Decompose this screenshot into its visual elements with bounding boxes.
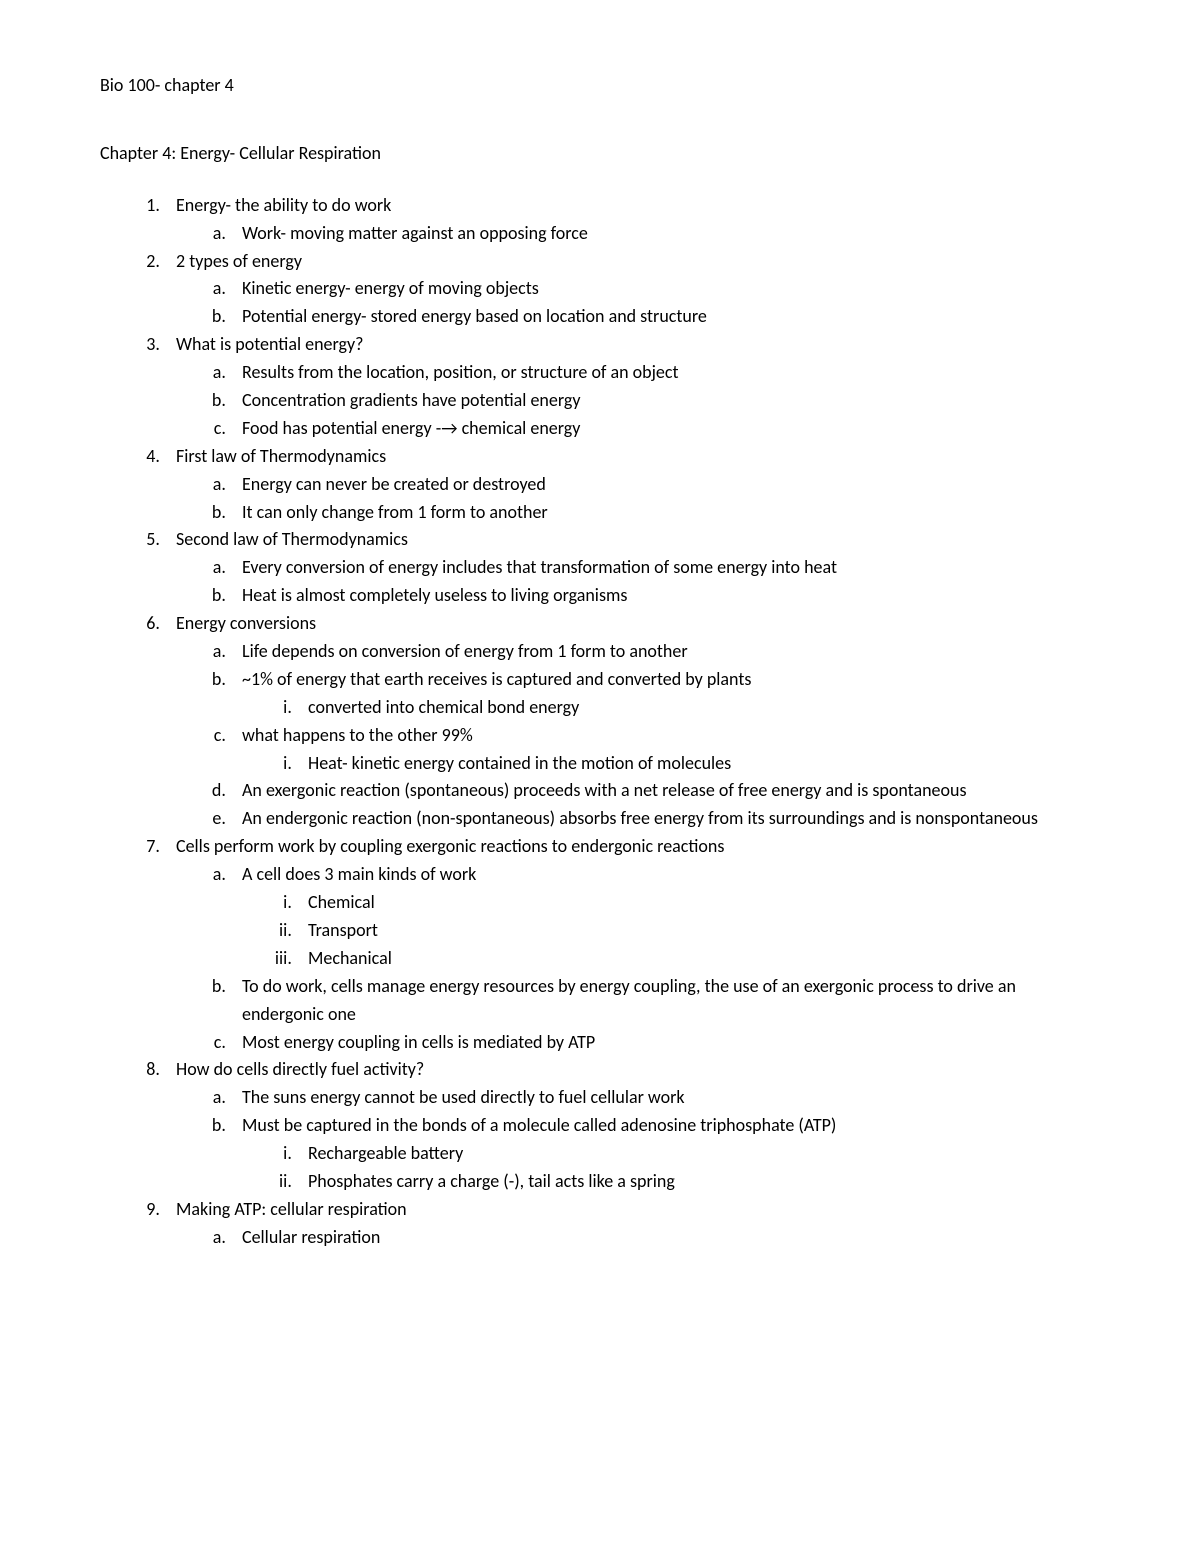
outline-text: Results from the location, position, or …	[242, 361, 679, 383]
outline-sublist: Rechargeable battery Phosphates carry a c…	[242, 1140, 1100, 1196]
outline-text: what happens to the other 99%	[242, 724, 473, 746]
outline-text: Mechanical	[308, 947, 392, 969]
outline-text: Rechargeable battery	[308, 1142, 463, 1164]
outline-text: Heat- kinetic energy contained in the mo…	[308, 752, 731, 774]
outline-text: Second law of Thermodynamics	[176, 528, 408, 550]
outline-sublist: The suns energy cannot be used directly …	[176, 1084, 1100, 1196]
outline-sublist: Heat- kinetic energy contained in the mo…	[242, 750, 1100, 778]
outline-text: An exergonic reaction (spontaneous) proc…	[242, 779, 966, 801]
outline-item: Kinetic energy- energy of moving objects	[234, 275, 1100, 303]
outline-item: Work- moving matter against an opposing …	[234, 220, 1100, 248]
outline-item: Results from the location, position, or …	[234, 359, 1100, 387]
outline-item: An endergonic reaction (non-spontaneous)…	[234, 805, 1100, 833]
outline-text: converted into chemical bond energy	[308, 696, 579, 718]
outline-text: Concentration gradients have potential e…	[242, 389, 580, 411]
outline-text: ~1% of energy that earth receives is cap…	[242, 668, 751, 690]
page-header: Bio 100- chapter 4	[100, 72, 1100, 100]
outline-sublist: Cellular respiration	[176, 1224, 1100, 1252]
outline-sublist: Every conversion of energy includes that…	[176, 554, 1100, 610]
outline-text: Energy- the ability to do work	[176, 194, 391, 216]
outline-item: Must be captured in the bonds of a molec…	[234, 1112, 1100, 1196]
outline-text: The suns energy cannot be used directly …	[242, 1086, 685, 1108]
outline-item: Energy conversions Life depends on conver…	[168, 610, 1100, 833]
outline-text: Making ATP: cellular respiration	[176, 1198, 407, 1220]
outline-item: A cell does 3 main kinds of work Chemical…	[234, 861, 1100, 973]
outline-text: Every conversion of energy includes that…	[242, 556, 837, 578]
outline-item: An exergonic reaction (spontaneous) proc…	[234, 777, 1100, 805]
outline-sublist: Energy can never be created or destroyed…	[176, 471, 1100, 527]
outline-item: converted into chemical bond energy	[300, 694, 1100, 722]
outline-text: An endergonic reaction (non-spontaneous)…	[242, 807, 1038, 829]
outline-sublist: Work- moving matter against an opposing …	[176, 220, 1100, 248]
outline-text: Potential energy- stored energy based on…	[242, 305, 707, 327]
outline-list: Energy- the ability to do work Work- movi…	[100, 192, 1100, 1252]
outline-text: Energy conversions	[176, 612, 316, 634]
outline-text: Transport	[308, 919, 378, 941]
outline-text: Energy can never be created or destroyed	[242, 473, 546, 495]
outline-text: Work- moving matter against an opposing …	[242, 222, 588, 244]
outline-item: The suns energy cannot be used directly …	[234, 1084, 1100, 1112]
outline-item: Potential energy- stored energy based on…	[234, 303, 1100, 331]
outline-sublist: Life depends on conversion of energy fro…	[176, 638, 1100, 833]
outline-text: How do cells directly fuel activity?	[176, 1058, 424, 1080]
outline-text: 2 types of energy	[176, 250, 302, 272]
outline-item: It can only change from 1 form to anothe…	[234, 499, 1100, 527]
outline-text: Food has potential energy -→ chemical en…	[242, 417, 580, 439]
outline-item: Most energy coupling in cells is mediate…	[234, 1029, 1100, 1057]
outline-text: Chemical	[308, 891, 375, 913]
outline-item: Heat- kinetic energy contained in the mo…	[300, 750, 1100, 778]
outline-text: To do work, cells manage energy resource…	[242, 975, 1016, 1025]
outline-text: Most energy coupling in cells is mediate…	[242, 1031, 595, 1053]
outline-item: Rechargeable battery	[300, 1140, 1100, 1168]
outline-item: Energy- the ability to do work Work- movi…	[168, 192, 1100, 248]
outline-item: Life depends on conversion of energy fro…	[234, 638, 1100, 666]
outline-text: Kinetic energy- energy of moving objects	[242, 277, 539, 299]
title-text: Chapter 4: Energy- Cellular Respiration	[100, 142, 381, 164]
outline-text: Life depends on conversion of energy fro…	[242, 640, 688, 662]
outline-sublist: converted into chemical bond energy	[242, 694, 1100, 722]
outline-item: what happens to the other 99% Heat- kinet…	[234, 722, 1100, 778]
outline-item: To do work, cells manage energy resource…	[234, 973, 1100, 1029]
outline-item: Every conversion of energy includes that…	[234, 554, 1100, 582]
outline-item: Transport	[300, 917, 1100, 945]
outline-item: Food has potential energy -→ chemical en…	[234, 415, 1100, 443]
outline-item: First law of Thermodynamics Energy can ne…	[168, 443, 1100, 527]
outline-item: What is potential energy? Results from th…	[168, 331, 1100, 443]
outline-sublist: Chemical Transport Mechanical	[242, 889, 1100, 973]
outline-item: Concentration gradients have potential e…	[234, 387, 1100, 415]
outline-text: A cell does 3 main kinds of work	[242, 863, 476, 885]
outline-text: What is potential energy?	[176, 333, 364, 355]
chapter-title: Chapter 4: Energy- Cellular Respiration	[100, 140, 1100, 168]
outline-item: Mechanical	[300, 945, 1100, 973]
outline-text: First law of Thermodynamics	[176, 445, 386, 467]
header-text: Bio 100- chapter 4	[100, 74, 234, 96]
outline-sublist: Results from the location, position, or …	[176, 359, 1100, 443]
outline-sublist: A cell does 3 main kinds of work Chemical…	[176, 861, 1100, 1056]
outline-item: Phosphates carry a charge (-), tail acts…	[300, 1168, 1100, 1196]
outline-item: Making ATP: cellular respiration Cellular…	[168, 1196, 1100, 1252]
outline-item: Cellular respiration	[234, 1224, 1100, 1252]
outline-item: Cells perform work by coupling exergonic…	[168, 833, 1100, 1056]
outline-item: Heat is almost completely useless to liv…	[234, 582, 1100, 610]
outline-item: 2 types of energy Kinetic energy- energy …	[168, 248, 1100, 332]
outline-text: Cells perform work by coupling exergonic…	[176, 835, 724, 857]
outline-text: Heat is almost completely useless to liv…	[242, 584, 627, 606]
outline-item: Second law of Thermodynamics Every conver…	[168, 526, 1100, 610]
outline-item: How do cells directly fuel activity? The …	[168, 1056, 1100, 1195]
outline-text: It can only change from 1 form to anothe…	[242, 501, 548, 523]
outline-text: Must be captured in the bonds of a molec…	[242, 1114, 836, 1136]
outline-text: Phosphates carry a charge (-), tail acts…	[308, 1170, 675, 1192]
outline-text: Cellular respiration	[242, 1226, 380, 1248]
outline-item: Energy can never be created or destroyed	[234, 471, 1100, 499]
outline-item: Chemical	[300, 889, 1100, 917]
outline-item: ~1% of energy that earth receives is cap…	[234, 666, 1100, 722]
outline-sublist: Kinetic energy- energy of moving objects…	[176, 275, 1100, 331]
